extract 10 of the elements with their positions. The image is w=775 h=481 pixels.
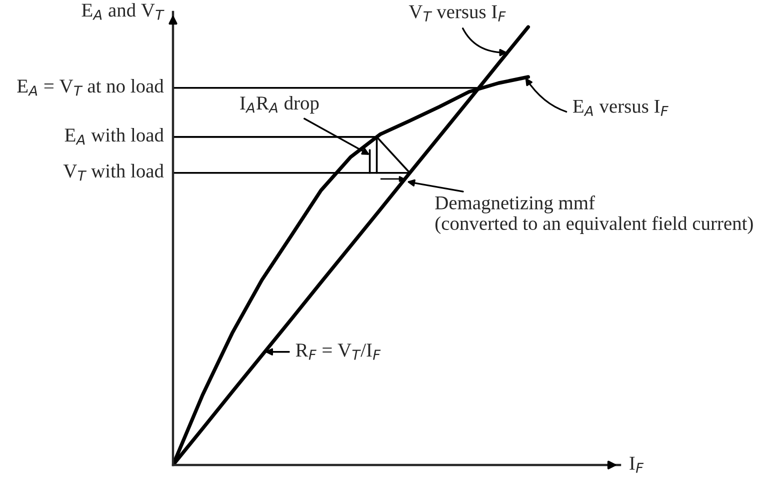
x-axis-title: I$_{F}$ [630,456,644,473]
y-axis-title: E$_{A}$ and V$_{T}$ [82,3,164,20]
annotation: R$_{F}$ = V$_{T}$/I$_{F}$ [296,344,381,360]
annotation: I$_{A}$R$_{A}$ drop [240,96,319,114]
text: V$_{T}$ versus I$_{F}$ [408,5,506,22]
ref-line-label: V$_{T}$ with load [63,164,164,181]
ref-line-label: E$_{A}$ with load [64,128,164,145]
text: E$_{A}$ versus I$_{F}$ [573,100,668,116]
ref-line-label: E$_{A}$ = V$_{T}$ at no load [17,78,164,96]
annotation: Demagnetizing mmf (converted to an equivalent field current) [435,196,753,234]
